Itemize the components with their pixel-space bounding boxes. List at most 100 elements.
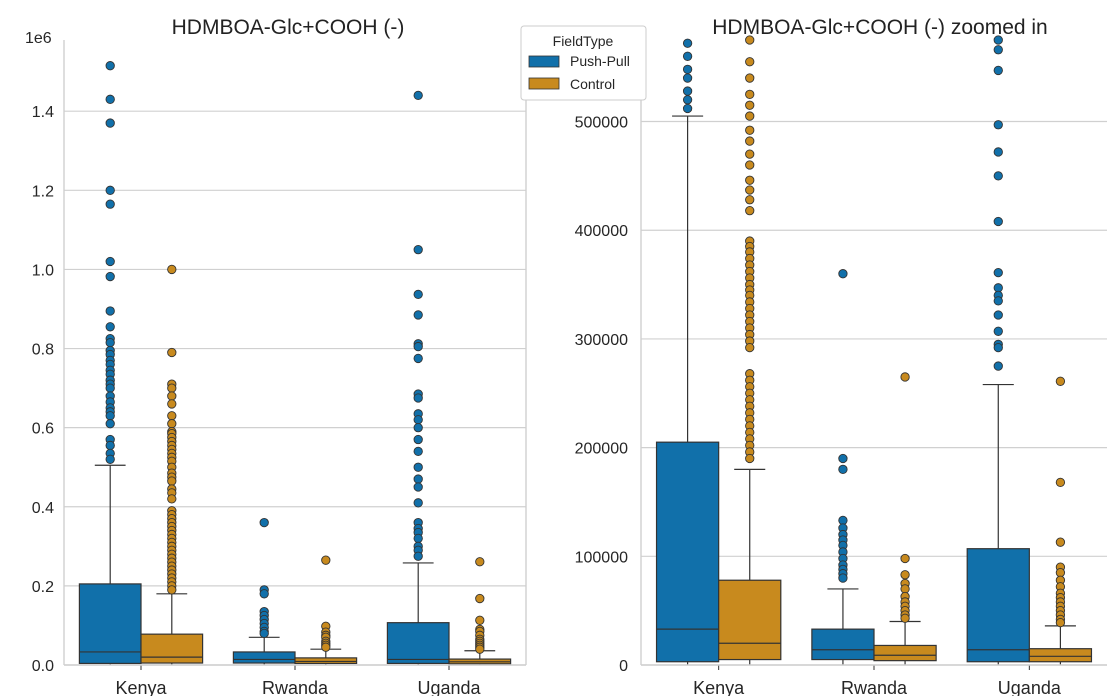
outlier-point [838,464,848,474]
outlier-point [993,120,1003,130]
outlier-point [1055,537,1066,547]
outlier-point [413,423,423,433]
y-tick-label: 1.2 [32,183,54,200]
outlier-point [682,95,693,105]
y-offset-label: 1e6 [25,30,52,47]
outlier-point [105,199,115,209]
outlier-point [259,517,269,528]
outlier-point [993,216,1003,227]
outlier-point [167,347,177,358]
y-tick-label: 500000 [575,115,628,132]
outlier-point [993,283,1003,293]
outlier-point [413,482,423,492]
outlier-point [167,476,177,486]
outlier-point [413,90,423,101]
outlier-point [745,111,755,121]
y-tick-label: 1.0 [32,262,54,279]
y-tick-label: 1.4 [32,104,54,121]
outlier-point [745,73,755,83]
outlier-point [993,267,1003,278]
outlier-point [475,557,485,567]
box-body [718,579,782,661]
x-tick-label: Uganda [417,678,481,696]
outlier-point [105,185,115,195]
chart-panel-left: HDMBOA-Glc+COOH (-) 1e6 0.0 0.2 0.4 0.6 0.8 1… [25,16,527,696]
outlier-point [413,341,423,352]
chart-panel-right: HDMBOA-Glc+COOH (-) zoomed in 0 100000 200… [575,16,1107,696]
outlier-point [993,326,1003,336]
outlier-point [745,125,755,135]
outlier-point [838,453,848,464]
outlier-point [993,361,1003,371]
x-tick-label: Kenya [693,678,745,696]
outlier-point [1055,477,1066,488]
outlier-point [413,245,423,255]
box-body [966,548,1030,663]
outlier-point [682,103,693,114]
x-tick-label: Kenya [115,678,167,696]
outlier-point [105,440,115,451]
outlier-point [745,342,755,353]
outlier-point [321,642,331,652]
outlier-point [413,533,423,544]
box-body [232,651,296,664]
outlier-point [105,337,115,348]
outlier-point [838,573,848,583]
outlier-point [167,264,177,275]
y-tick-label: 0.2 [32,579,54,596]
outlier-point [105,411,115,421]
outlier-point [167,494,177,504]
chart-title-left: HDMBOA-Glc+COOH (-) [172,16,405,39]
outlier-point [167,391,177,401]
outlier-point [745,453,755,464]
box-body [140,633,204,664]
outlier-point [745,35,755,45]
box-body [811,628,875,661]
box-body [1028,648,1093,663]
legend-swatch-push-pull [528,55,560,68]
outlier-point [900,584,910,594]
box-rwanda-control [873,372,937,665]
outlier-point [105,61,115,71]
y-tick-label: 400000 [575,223,628,240]
y-tick-label: 0.0 [32,658,54,675]
outlier-point [105,256,115,267]
outlier-point [413,446,423,457]
outlier-point [105,322,115,332]
x-tick-label: Rwanda [262,678,329,696]
box-body [386,622,450,665]
outlier-point [900,553,910,564]
y-tick-label: 300000 [575,332,628,349]
outlier-point [993,310,1003,320]
outlier-point [413,434,423,445]
outlier-point [682,51,693,61]
outlier-point [682,64,693,74]
outlier-point [745,160,755,170]
outlier-point [1055,567,1066,578]
box-body [78,583,142,665]
outlier-point [475,593,485,604]
box-kenya-control [140,264,204,665]
outlier-point [259,628,269,639]
outlier-point [745,185,755,195]
outlier-point [745,149,755,159]
outlier-point [413,474,423,484]
outlier-point [682,38,693,48]
legend-swatch-control [528,77,560,90]
outlier-point [105,306,115,316]
box-body [873,644,937,662]
outlier-point [745,175,755,185]
legend-title: FieldType [553,33,614,49]
legend: FieldType Push-Pull Control [520,25,647,101]
box-uganda-push-pull [966,35,1030,665]
outlier-point [1055,617,1066,628]
box-rwanda-control [294,555,358,665]
outlier-point [993,35,1003,45]
outlier-point [413,462,423,472]
box-body [294,657,358,665]
outlier-point [105,383,115,393]
outlier-point [413,289,423,300]
outlier-point [1055,376,1066,386]
legend-label-control: Control [570,76,615,92]
